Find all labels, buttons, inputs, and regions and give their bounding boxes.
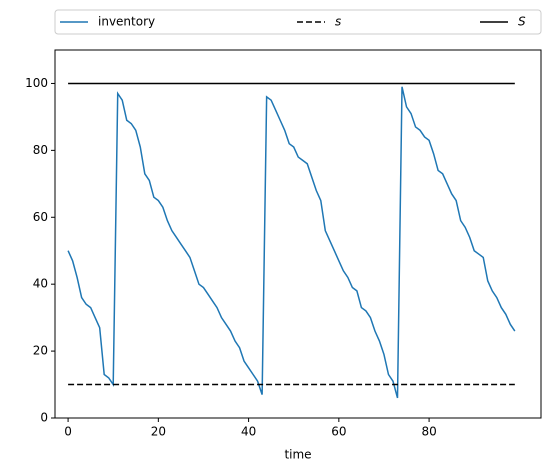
- legend-label: S: [518, 15, 526, 29]
- y-tick-label: 60: [33, 210, 48, 224]
- legend-label: inventory: [98, 15, 155, 29]
- x-tick-label: 0: [64, 425, 72, 439]
- y-tick-label: 0: [40, 411, 48, 425]
- legend-label: s: [335, 15, 341, 29]
- series-line: [67, 86, 516, 399]
- x-axis-label: time: [284, 448, 311, 462]
- x-tick-label: 60: [331, 425, 346, 439]
- y-tick-label: 100: [25, 76, 48, 90]
- y-tick-label: 20: [33, 344, 48, 358]
- y-tick-label: 80: [33, 143, 48, 157]
- x-tick-label: 20: [151, 425, 166, 439]
- x-tick-label: 80: [421, 425, 436, 439]
- x-tick-label: 40: [241, 425, 256, 439]
- plot-frame: [54, 49, 542, 419]
- y-tick-label: 40: [33, 277, 48, 291]
